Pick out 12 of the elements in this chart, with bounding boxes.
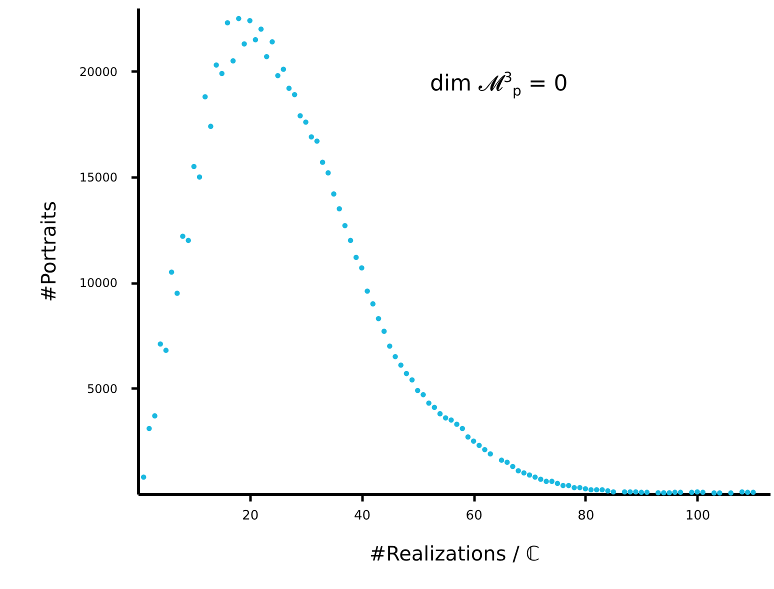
x-axis-title: #Realizations / ℂ [369, 542, 540, 566]
x-tick-label: 100 [685, 508, 710, 524]
y-axis-title: #Portraits [36, 201, 60, 302]
y-tick-label: 5000 [86, 382, 118, 396]
x-tick-label: 60 [466, 508, 482, 524]
x-tick-label: 20 [242, 508, 259, 524]
annotation: dim 𝓜$^{3}$$_{p}$ = 0 [430, 70, 568, 100]
x-tick-label: 80 [578, 508, 594, 524]
y-tick-label: 20000 [79, 64, 118, 79]
y-tick-label: 10000 [79, 276, 118, 290]
x-tick-label: 40 [354, 508, 370, 524]
y-tick-label: 15000 [79, 170, 118, 185]
